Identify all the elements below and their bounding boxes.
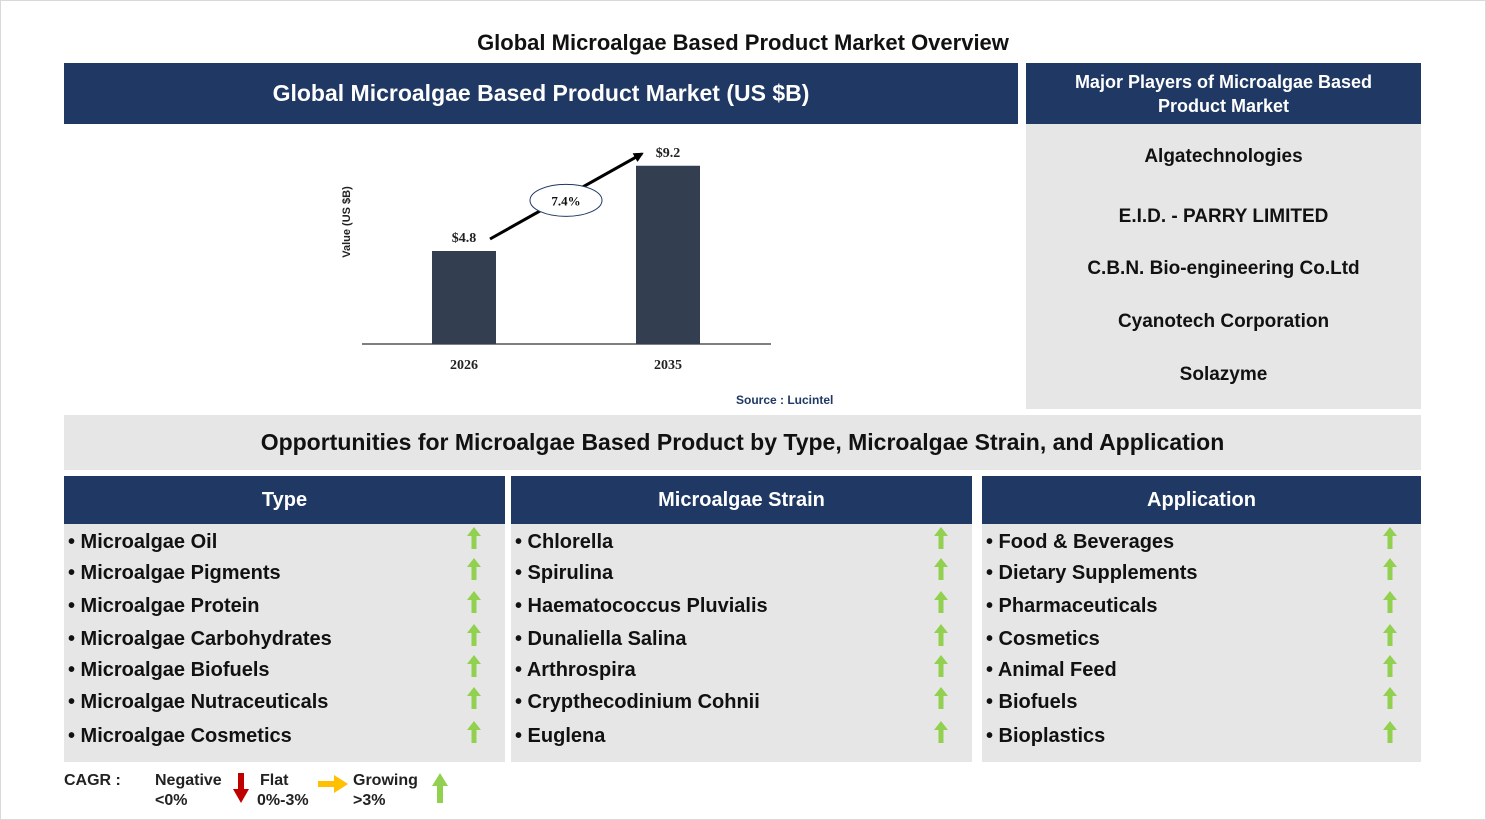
opportunity-item: • Spirulina — [515, 562, 614, 584]
growing-arrow-icon — [934, 558, 948, 580]
application-column: • Food & Beverages • Dietary Supplements •… — [982, 524, 1421, 762]
growing-arrow-icon — [934, 624, 948, 646]
type-column-header: Type — [64, 476, 505, 524]
cagr-label: 7.4% — [551, 193, 580, 208]
x-tick-label: 2026 — [450, 358, 478, 373]
market-bar-chart: Value (US $B) $4.8 2026 $9.2 2035 7.4% — [341, 146, 771, 373]
bar-value-label: $9.2 — [656, 146, 681, 161]
y-axis-label: Value (US $B) — [341, 186, 353, 258]
opportunity-item: • Arthrospira — [515, 659, 636, 681]
growing-arrow-icon — [1383, 591, 1397, 613]
page-title: Global Microalgae Based Product Market O… — [477, 30, 1009, 55]
growing-arrow-icon — [1383, 721, 1397, 743]
opportunity-item: • Cosmetics — [986, 628, 1100, 650]
right-arrow-icon — [318, 775, 348, 793]
strain-column-header: Microalgae Strain — [511, 476, 972, 524]
opportunity-item: • Bioplastics — [986, 725, 1106, 747]
down-arrow-icon — [233, 773, 249, 803]
opportunity-item: • Microalgae Nutraceuticals — [68, 691, 329, 713]
chart-panel-header: Global Microalgae Based Product Market (… — [64, 63, 1018, 124]
player-item: Algatechnologies — [1144, 146, 1303, 167]
legend-flat-range: 0%-3% — [257, 792, 309, 809]
opportunity-item: • Microalgae Biofuels — [68, 659, 270, 681]
bar-2026 — [432, 251, 496, 344]
opportunity-item: • Microalgae Cosmetics — [68, 725, 292, 747]
up-arrow-icon — [432, 773, 448, 803]
legend-negative-label: Negative — [155, 772, 222, 789]
opportunity-item: • Dunaliella Salina — [515, 628, 687, 650]
growing-arrow-icon — [934, 721, 948, 743]
type-column: • Microalgae Oil • Microalgae Pigments • M… — [64, 524, 505, 762]
opportunity-item: • Microalgae Oil — [68, 531, 218, 553]
opportunity-item: • Microalgae Carbohydrates — [68, 628, 332, 650]
players-panel: Algatechnologies E.I.D. - PARRY LIMITED … — [1026, 124, 1421, 409]
opportunity-item: • Euglena — [515, 725, 606, 747]
application-column-header: Application — [982, 476, 1421, 524]
growing-arrow-icon — [467, 721, 481, 743]
legend-cagr-label: CAGR : — [64, 772, 121, 789]
players-header: Major Players of Microalgae Based Produc… — [1026, 63, 1421, 124]
legend-flat: Flat 0%-3% — [257, 771, 309, 811]
growing-arrow-icon — [467, 687, 481, 709]
cagr-bubble — [529, 183, 603, 217]
growing-arrow-icon — [934, 527, 948, 549]
opportunity-item: • Animal Feed — [986, 659, 1117, 681]
opportunity-item: • Microalgae Pigments — [68, 562, 281, 584]
growing-arrow-icon — [1383, 687, 1397, 709]
growing-arrow-icon — [934, 591, 948, 613]
opportunities-banner: Opportunities for Microalgae Based Produ… — [64, 415, 1421, 470]
growing-arrow-icon — [934, 655, 948, 677]
opportunity-item: • Biofuels — [986, 691, 1078, 713]
growing-arrow-icon — [467, 591, 481, 613]
opportunity-item: • Haematococcus Pluvialis — [515, 595, 768, 617]
bar-2035 — [636, 165, 700, 344]
legend-growing: Growing >3% — [353, 771, 418, 811]
legend-growing-range: >3% — [353, 792, 386, 809]
opportunity-item: • Pharmaceuticals — [986, 595, 1158, 617]
player-item: Solazyme — [1179, 364, 1268, 385]
growing-arrow-icon — [467, 624, 481, 646]
player-item: C.B.N. Bio-engineering Co.Ltd — [1087, 258, 1360, 279]
growing-arrow-icon — [1383, 655, 1397, 677]
growing-arrow-icon — [1383, 558, 1397, 580]
legend-growing-label: Growing — [353, 772, 418, 789]
legend-flat-label: Flat — [260, 772, 289, 789]
source-note: Source : Lucintel — [736, 393, 834, 407]
player-item: Cyanotech Corporation — [1117, 311, 1330, 332]
growing-arrow-icon — [1383, 527, 1397, 549]
growing-arrow-icon — [467, 558, 481, 580]
x-tick-label: 2035 — [654, 358, 682, 373]
opportunity-item: • Chlorella — [515, 531, 614, 553]
strain-column: • Chlorella • Spirulina • Haematococcus Pl… — [511, 524, 972, 762]
legend-negative: Negative <0% — [155, 771, 222, 811]
growing-arrow-icon — [1383, 624, 1397, 646]
legend-negative-range: <0% — [155, 792, 188, 809]
growing-arrow-icon — [467, 527, 481, 549]
growing-arrow-icon — [467, 655, 481, 677]
opportunity-item: • Crypthecodinium Cohnii — [515, 691, 760, 713]
player-item: E.I.D. - PARRY LIMITED — [1118, 206, 1329, 227]
opportunity-item: • Food & Beverages — [986, 531, 1175, 553]
bar-value-label: $4.8 — [452, 231, 477, 246]
opportunity-item: • Dietary Supplements — [986, 562, 1198, 584]
growing-arrow-icon — [934, 687, 948, 709]
opportunity-item: • Microalgae Protein — [68, 595, 260, 617]
